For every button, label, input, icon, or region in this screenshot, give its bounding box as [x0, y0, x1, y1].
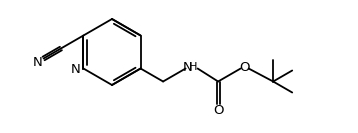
- Text: H: H: [189, 63, 198, 72]
- Text: N: N: [33, 55, 42, 68]
- Text: N: N: [71, 63, 80, 76]
- Text: N: N: [183, 61, 193, 74]
- Text: O: O: [240, 61, 250, 74]
- Text: O: O: [213, 104, 223, 117]
